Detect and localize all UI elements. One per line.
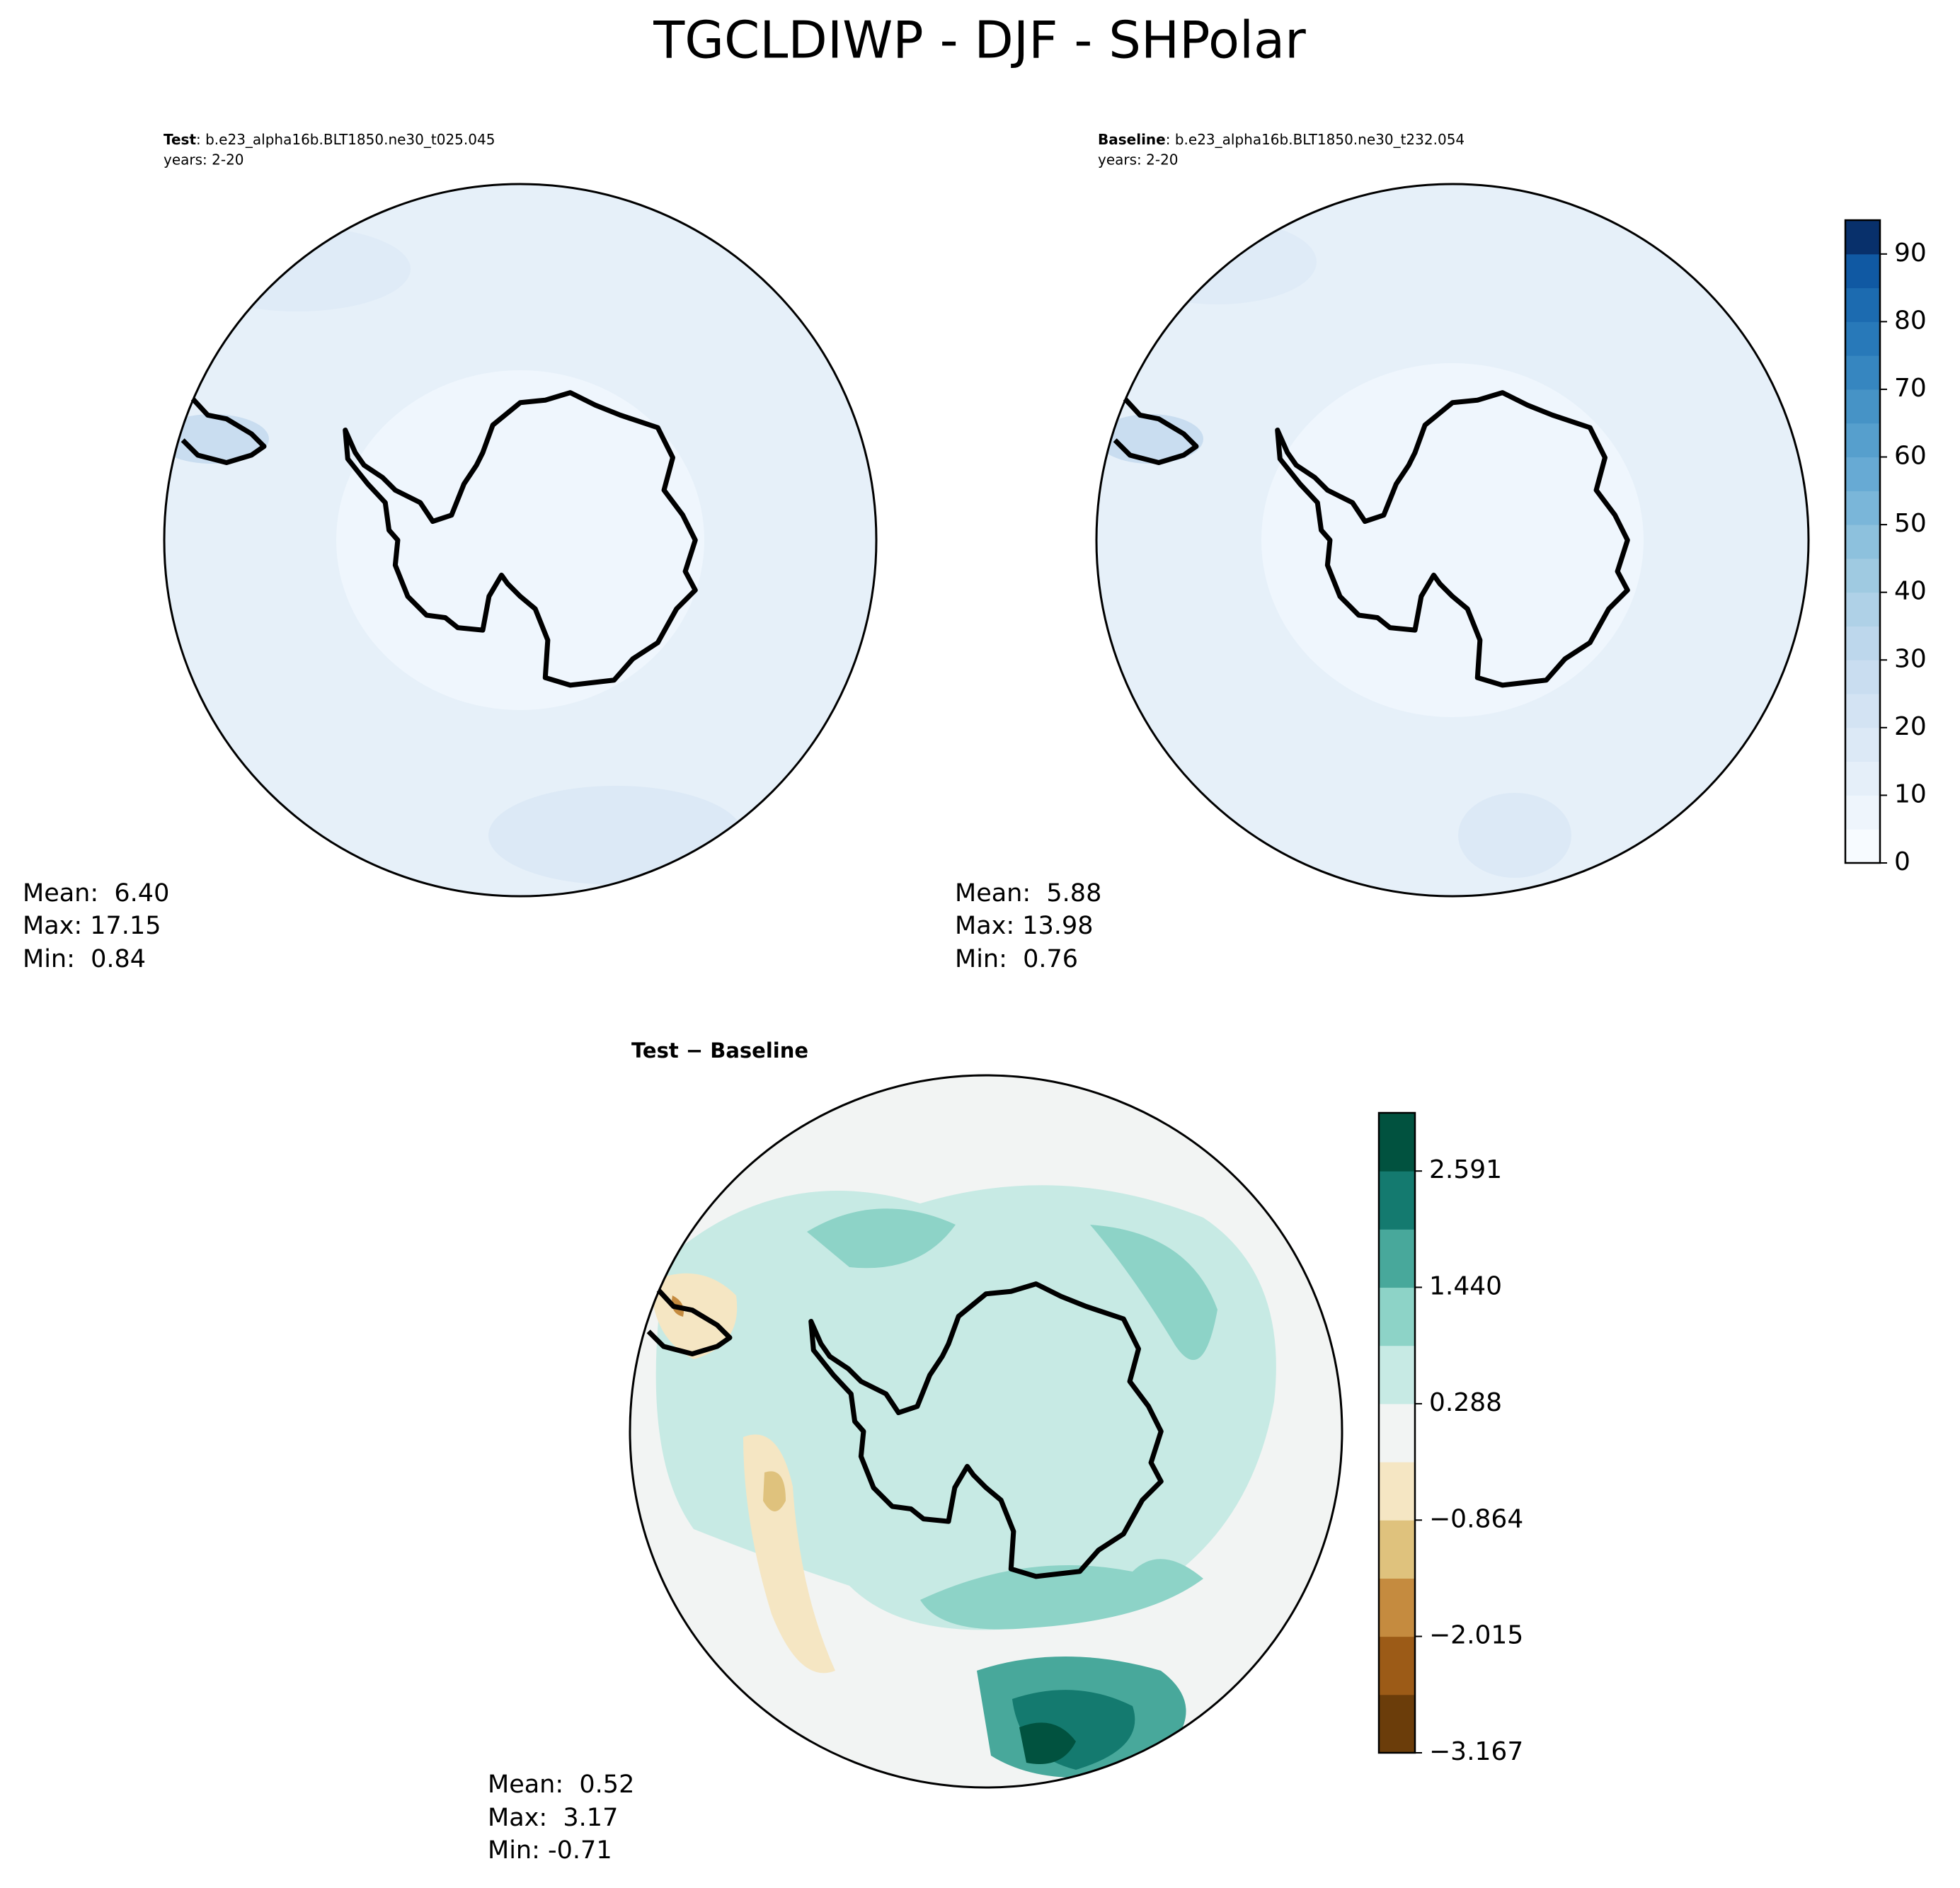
colorbar-band xyxy=(1845,558,1880,593)
stat-min: Min: -0.71 xyxy=(488,1836,612,1865)
colorbar-band xyxy=(1845,795,1880,830)
colorbar-tick-label: −2.015 xyxy=(1429,1621,1523,1650)
colorbar-band xyxy=(1845,355,1880,390)
stat-min: Min: 0.76 xyxy=(955,945,1078,973)
map-difference xyxy=(629,1074,1343,1789)
colorbar-band xyxy=(1845,423,1880,458)
colorbar-band xyxy=(1379,1578,1415,1637)
years: years: 2-20 xyxy=(164,151,244,168)
colorbar-band xyxy=(1379,1113,1415,1172)
case-name: : b.e23_alpha16b.BLT1850.ne30_t025.045 xyxy=(196,131,495,148)
panel-header: Baseline: b.e23_alpha16b.BLT1850.ne30_t2… xyxy=(1098,131,1465,148)
colorbar-band xyxy=(1845,287,1880,322)
colorbar-tick-label: −3.167 xyxy=(1429,1737,1523,1766)
colorbar-tick-label: 0.288 xyxy=(1429,1388,1502,1417)
colorbar-band xyxy=(1379,1345,1415,1404)
stat-max: Max: 13.98 xyxy=(955,912,1093,940)
map-baseline xyxy=(1095,183,1810,898)
colorbar-band xyxy=(1379,1229,1415,1288)
stat-max: Max: 17.15 xyxy=(23,912,161,940)
colorbar-band xyxy=(1845,253,1880,289)
colorbar-tick-label: 40 xyxy=(1894,577,1927,606)
colorbar-tick-label: 0 xyxy=(1894,847,1910,876)
colorbar-band xyxy=(1845,592,1880,627)
colorbar-frame xyxy=(1844,219,1881,864)
panel-label: Baseline xyxy=(1098,131,1166,148)
case-name: : b.e23_alpha16b.BLT1850.ne30_t232.054 xyxy=(1166,131,1465,148)
colorbar-band xyxy=(1379,1520,1415,1579)
colorbar-band xyxy=(1845,491,1880,525)
stat-min: Min: 0.84 xyxy=(23,945,146,973)
colorbar-band xyxy=(1379,1287,1415,1346)
colorbar-tick-label: 10 xyxy=(1894,779,1927,808)
colorbar-band xyxy=(1845,829,1880,864)
colorbar-tick-label: 80 xyxy=(1894,306,1927,335)
colorbar-tick-label: 30 xyxy=(1894,644,1927,673)
colorbar-band xyxy=(1845,321,1880,356)
colorbar-band xyxy=(1845,727,1880,762)
stat-mean: Mean: 5.88 xyxy=(955,879,1101,908)
colorbar-tick-label: 50 xyxy=(1894,509,1927,538)
stat-mean: Mean: 0.52 xyxy=(488,1770,634,1799)
colorbar-tick-label: 70 xyxy=(1894,374,1927,403)
years: years: 2-20 xyxy=(1098,151,1179,168)
map-test xyxy=(163,183,878,898)
stat-max: Max: 3.17 xyxy=(488,1804,618,1832)
colorbar-band xyxy=(1845,694,1880,728)
colorbar-tick-label: 90 xyxy=(1894,239,1927,268)
panel-label: Test xyxy=(164,131,196,148)
colorbar-tick-label: −0.864 xyxy=(1429,1504,1523,1533)
colorbar-tick-label: 20 xyxy=(1894,712,1927,741)
stat-mean: Mean: 6.40 xyxy=(23,879,169,908)
panel-header: Test: b.e23_alpha16b.BLT1850.ne30_t025.0… xyxy=(164,131,495,148)
colorbar-tick-label: 1.440 xyxy=(1429,1271,1502,1300)
colorbar-band xyxy=(1379,1462,1415,1521)
colorbar-frame xyxy=(1377,1111,1416,1754)
colorbar-band xyxy=(1379,1403,1415,1463)
figure-title: TGCLDIWP - DJF - SHPolar xyxy=(653,11,1306,70)
panel-label: Test − Baseline xyxy=(631,1039,808,1063)
colorbar-band xyxy=(1845,525,1880,559)
colorbar-band xyxy=(1845,761,1880,796)
colorbar-band xyxy=(1845,389,1880,424)
colorbar-band xyxy=(1845,626,1880,660)
colorbar-band xyxy=(1845,660,1880,694)
colorbar-band xyxy=(1379,1636,1415,1695)
colorbars: 0 10 20 30 40 50 60 70 80 90 −3.167 −2.015 −0.864 0.2… xyxy=(1377,219,1927,1766)
colorbar-band xyxy=(1379,1694,1415,1753)
colorbar-band xyxy=(1845,457,1880,491)
colorbar-tick-label: 60 xyxy=(1894,442,1927,471)
colorbar-band xyxy=(1379,1171,1415,1230)
colorbar-band xyxy=(1845,220,1880,255)
colorbar-tick-label: 2.591 xyxy=(1429,1155,1502,1184)
